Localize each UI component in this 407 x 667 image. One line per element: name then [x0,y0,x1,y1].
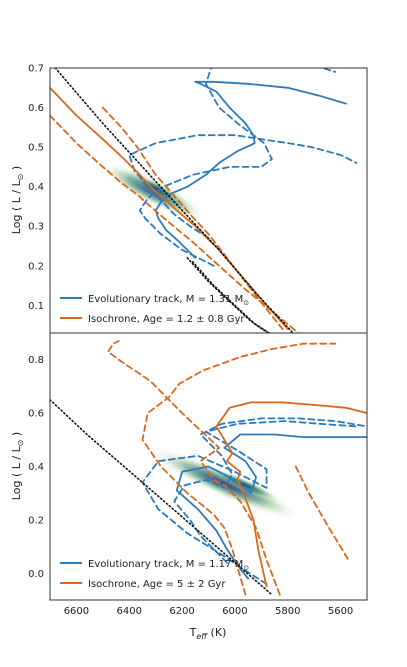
y-tick-label: 0.6 [28,103,44,114]
plot-frame [49,332,368,601]
bottom-panel: 0.0 0.2 0.4 0.6 0.8 6600 6400 6200 6000 5800 5600… [10,332,368,641]
legend: Evolutionary track, M = 1.31 M⊙ Isochron… [60,294,249,325]
legend: Evolutionary track, M = 1.17 M⊙ Isochron… [60,559,249,590]
y-tick-label: 0.4 [28,462,44,473]
legend-label-track: Evolutionary track, M = 1.17 M⊙ [88,559,249,572]
isochrone-dashed-line-4 [107,340,281,596]
track-dashed-line-2 [128,134,358,239]
y-axis-label: Log ( L / L⊙ ) [10,432,25,500]
y-tick-label: 0.2 [28,261,44,272]
top-panel: 0.1 0.2 0.3 0.4 0.5 0.6 0.7 Log ( L / L⊙ ) Evo… [10,64,368,334]
y-tick-label: 0.6 [28,409,44,420]
x-axis-label: Teff (K) [189,626,227,641]
isochrone-dashed-line-5 [141,342,337,596]
y-tick-label: 0.1 [28,301,44,312]
track-dashed-line-1 [138,68,337,267]
track-dashed-line-2 [173,417,367,564]
track-solid-line-0 [154,80,347,259]
zams-dotted-line-7 [50,399,273,596]
y-tick-label: 0.8 [28,355,44,366]
track-solid-line-0 [175,433,367,580]
y-tick-labels: 0.1 0.2 0.3 0.4 0.5 0.6 0.7 [28,64,44,312]
density-halo [149,448,299,520]
y-tick-label: 0.4 [28,182,44,193]
y-tick-labels: 0.0 0.2 0.4 0.6 0.8 [28,355,44,580]
x-tick-label: 6400 [117,606,142,617]
isochrone-dashed-line-5 [101,106,284,330]
isochrone-solid-line-3 [215,401,367,588]
y-axis-label: Log ( L / L⊙ ) [10,166,25,234]
zams-dotted-line-6 [54,68,294,333]
legend-label-isochrone: Isochrone, Age = 5 ± 2 Gyr [88,579,226,590]
y-tick-label: 0.3 [28,222,44,233]
y-tick-label: 0.0 [28,569,44,580]
legend-label-isochrone: Isochrone, Age = 1.2 ± 0.8 Gyr [88,314,245,325]
model-curves [50,68,358,333]
model-curves [50,340,367,596]
y-tick-label: 0.5 [28,143,44,154]
track-dashed-line-1 [141,420,358,585]
isochrone-dashed-line-6 [294,465,350,561]
x-tick-label: 5800 [275,606,300,617]
x-tick-label: 6200 [169,606,194,617]
density-cloud [149,448,299,520]
x-tick-label: 6000 [222,606,247,617]
x-tick-labels: 6600 6400 6200 6000 5800 5600 [64,606,354,617]
x-tick-label: 5600 [328,606,353,617]
x-tick-label: 6600 [64,606,89,617]
y-tick-label: 0.2 [28,515,44,526]
y-tick-label: 0.7 [28,64,44,75]
legend-label-track: Evolutionary track, M = 1.31 M⊙ [88,294,249,307]
zams-dotted-line-8 [191,261,270,333]
